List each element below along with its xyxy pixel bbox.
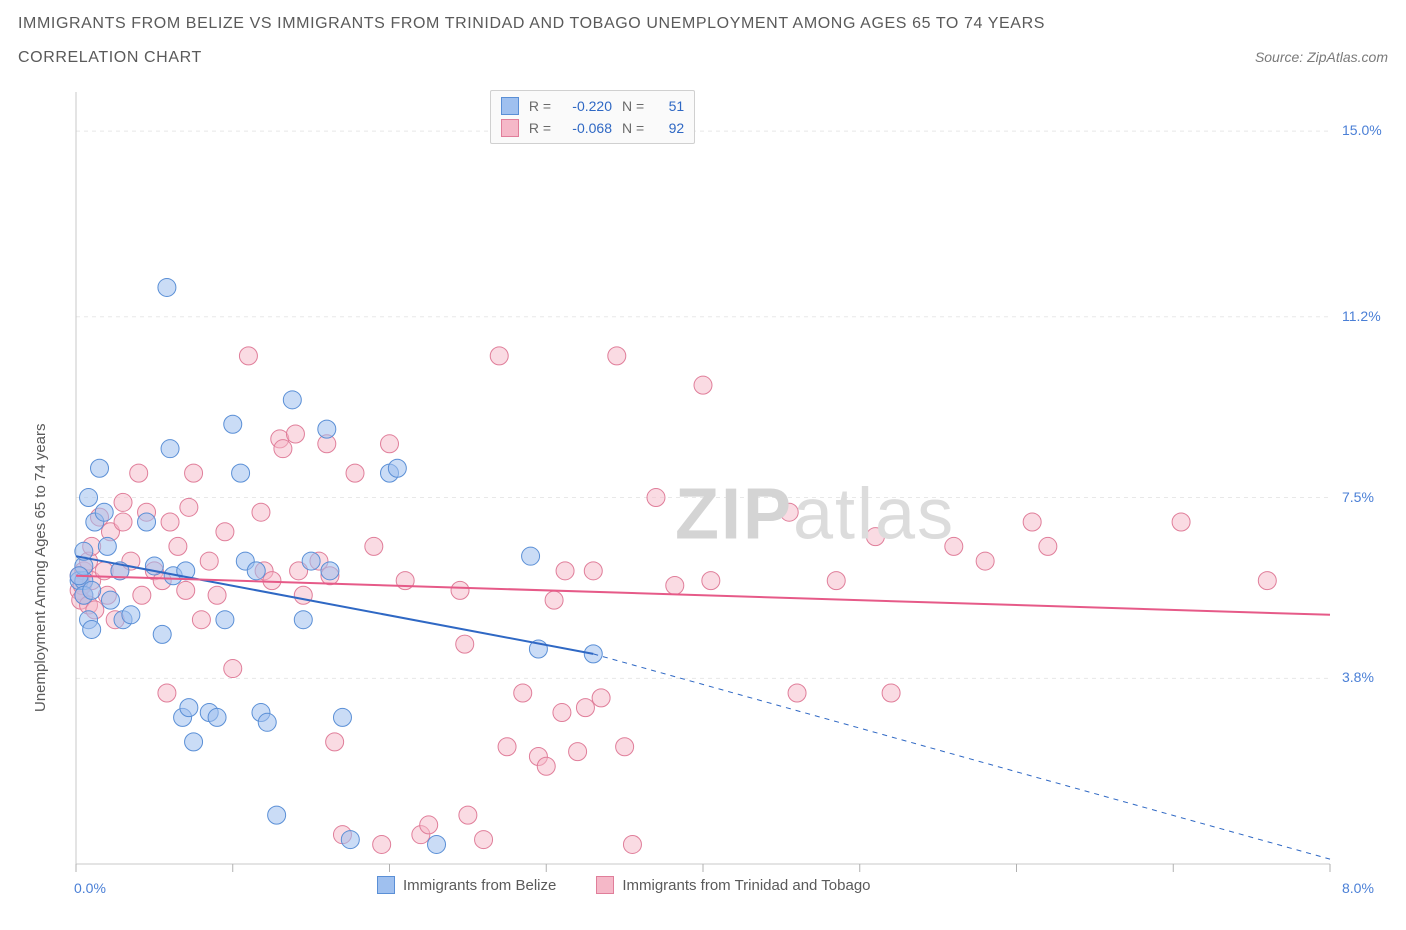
- n-label: N =: [622, 120, 644, 136]
- y-tick-label: 15.0%: [1342, 122, 1382, 138]
- y-tick-label: 11.2%: [1342, 308, 1381, 324]
- page-title-line2: Correlation Chart: [18, 46, 202, 70]
- y-tick-label: 7.5%: [1342, 489, 1374, 505]
- legend-label: Immigrants from Belize: [403, 877, 556, 894]
- legend-label: Immigrants from Trinidad and Tobago: [622, 877, 870, 894]
- legend-stat-row: R = -0.220 N = 51: [501, 95, 684, 117]
- legend-item: Immigrants from Trinidad and Tobago: [596, 876, 870, 894]
- title-block: Immigrants from Belize vs Immigrants fro…: [0, 0, 1406, 70]
- source-label: Source: ZipAtlas.com: [1255, 49, 1388, 65]
- page-title-line1: Immigrants from Belize vs Immigrants fro…: [18, 12, 1388, 36]
- correlation-legend: R = -0.220 N = 51 R = -0.068 N = 92: [490, 90, 695, 144]
- series-legend: Immigrants from Belize Immigrants from Tr…: [377, 876, 871, 894]
- legend-swatch: [501, 119, 519, 137]
- legend-swatch: [501, 97, 519, 115]
- r-label: R =: [529, 120, 551, 136]
- x-origin-label: 0.0%: [74, 880, 106, 896]
- scatter-chart: [18, 92, 1390, 912]
- legend-swatch: [596, 876, 614, 894]
- y-tick-label: 3.8%: [1342, 669, 1374, 685]
- r-value: -0.068: [557, 120, 612, 136]
- chart-container: Unemployment Among Ages 65 to 74 years Z…: [18, 92, 1388, 912]
- r-label: R =: [529, 98, 551, 114]
- n-label: N =: [622, 98, 644, 114]
- x-end-label: 8.0%: [1342, 880, 1374, 896]
- legend-stat-row: R = -0.068 N = 92: [501, 117, 684, 139]
- n-value: 92: [650, 120, 684, 136]
- legend-swatch: [377, 876, 395, 894]
- n-value: 51: [650, 98, 684, 114]
- legend-item: Immigrants from Belize: [377, 876, 556, 894]
- y-axis-title: Unemployment Among Ages 65 to 74 years: [32, 423, 49, 712]
- r-value: -0.220: [557, 98, 612, 114]
